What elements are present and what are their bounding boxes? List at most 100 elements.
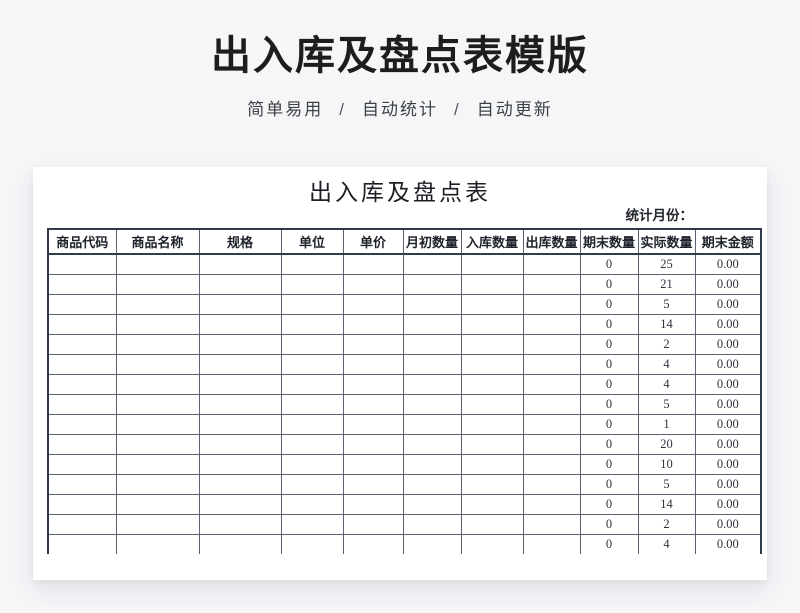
- table-header-cell: 月初数量: [402, 228, 462, 255]
- table-cell: 0: [579, 313, 639, 335]
- table-cell: 0.00: [694, 473, 762, 495]
- table-cell: [280, 413, 344, 435]
- table-cell: [402, 433, 462, 455]
- table-row: 0 14 0.00: [47, 313, 762, 335]
- sheet-title: 出入库及盘点表: [309, 180, 491, 205]
- table-cell: 0.00: [694, 413, 762, 435]
- table-cell: [280, 513, 344, 535]
- table-cell: [47, 293, 117, 315]
- table-cell: [47, 513, 117, 535]
- slash-separator: /: [454, 100, 461, 119]
- table-row: 0 2 0.00: [47, 333, 762, 355]
- table-cell: [198, 393, 282, 415]
- table-cell: [115, 313, 200, 335]
- table-cell: [460, 453, 524, 475]
- page-title: 出入库及盘点表模版: [211, 34, 589, 78]
- table-cell: [342, 373, 404, 395]
- table-cell: 4: [637, 373, 696, 395]
- table-cell: [522, 473, 581, 495]
- table-cell: [460, 313, 524, 335]
- table-cell: 0: [579, 473, 639, 495]
- table-cell: [198, 493, 282, 515]
- table-cell: [522, 313, 581, 335]
- table-cell: 0.00: [694, 533, 762, 554]
- table-cell: [280, 453, 344, 475]
- table-row: 0 14 0.00: [47, 493, 762, 515]
- table-cell: 5: [637, 473, 696, 495]
- table-cell: [522, 513, 581, 535]
- table-cell: [522, 413, 581, 435]
- table-cell: 0.00: [694, 393, 762, 415]
- table-cell: [115, 353, 200, 375]
- table-cell: 4: [637, 533, 696, 554]
- table-cell: [342, 393, 404, 415]
- table-cell: [47, 433, 117, 455]
- table-cell: [280, 493, 344, 515]
- table-cell: [198, 433, 282, 455]
- table-cell: [115, 513, 200, 535]
- table-cell: [402, 453, 462, 475]
- table-cell: [280, 333, 344, 355]
- table-cell: [342, 413, 404, 435]
- table-cell: [198, 253, 282, 275]
- table-cell: [460, 293, 524, 315]
- table-header-cell: 实际数量: [637, 228, 696, 255]
- table-cell: [115, 373, 200, 395]
- table-row: 0 10 0.00: [47, 453, 762, 475]
- table-cell: [460, 433, 524, 455]
- table-cell: [460, 273, 524, 295]
- table-cell: [522, 393, 581, 415]
- table-cell: [47, 253, 117, 275]
- table-row: 0 5 0.00: [47, 293, 762, 315]
- table-cell: 2: [637, 513, 696, 535]
- table-cell: [342, 273, 404, 295]
- table-cell: [342, 493, 404, 515]
- table-cell: [342, 353, 404, 375]
- table-cell: 0: [579, 333, 639, 355]
- table-cell: [47, 493, 117, 515]
- table-cell: 0.00: [694, 433, 762, 455]
- table-cell: [198, 373, 282, 395]
- table-cell: 14: [637, 313, 696, 335]
- table-cell: [198, 513, 282, 535]
- table-cell: [460, 333, 524, 355]
- table-header-cell: 入库数量: [460, 228, 524, 255]
- table-cell: 10: [637, 453, 696, 475]
- table-cell: [115, 533, 200, 554]
- table-cell: 0: [579, 253, 639, 275]
- table-cell: [402, 533, 462, 554]
- table-cell: [198, 533, 282, 554]
- table-cell: [522, 453, 581, 475]
- table-cell: [115, 413, 200, 435]
- table-cell: [280, 533, 344, 554]
- table-cell: [402, 293, 462, 315]
- table-cell: [402, 253, 462, 275]
- table-header-cell: 单价: [342, 228, 404, 255]
- table-cell: [402, 313, 462, 335]
- table-cell: [198, 293, 282, 315]
- table-cell: [522, 533, 581, 554]
- table-cell: [47, 453, 117, 475]
- table-cell: [522, 373, 581, 395]
- table-cell: [402, 273, 462, 295]
- table-cell: 0: [579, 433, 639, 455]
- subtitle-item-easy: 简单易用: [247, 100, 324, 119]
- table-cell: 21: [637, 273, 696, 295]
- table-cell: 0.00: [694, 293, 762, 315]
- table-header-cell: 单位: [280, 228, 344, 255]
- table-cell: 25: [637, 253, 696, 275]
- table-cell: [460, 373, 524, 395]
- table-cell: [280, 253, 344, 275]
- table-header-cell: 规格: [198, 228, 282, 255]
- table-body: 0 25 0.00 0 21 0.00 0 5 0.00 0 14 0.00 0 2 0.00 0 4 0.00 0…: [47, 253, 762, 554]
- table-cell: [115, 393, 200, 415]
- table-cell: 0: [579, 353, 639, 375]
- table-header-cell: 出库数量: [522, 228, 581, 255]
- table-cell: 5: [637, 293, 696, 315]
- table-cell: [47, 533, 117, 554]
- table-header-row: 商品代码 商品名称 规格 单位 单价 月初数量 入库数量 出库数量 期末数量 实际数量 期末金额: [47, 228, 762, 255]
- sheet-card: 出入库及盘点表 统计月份： 商品代码 商品名称 规格 单位 单价 月初数量 入库数量 出库数量…: [33, 167, 767, 580]
- table-cell: [115, 493, 200, 515]
- table-cell: [198, 353, 282, 375]
- page-subtitle: 简单易用 / 自动统计 / 自动更新: [0, 100, 800, 120]
